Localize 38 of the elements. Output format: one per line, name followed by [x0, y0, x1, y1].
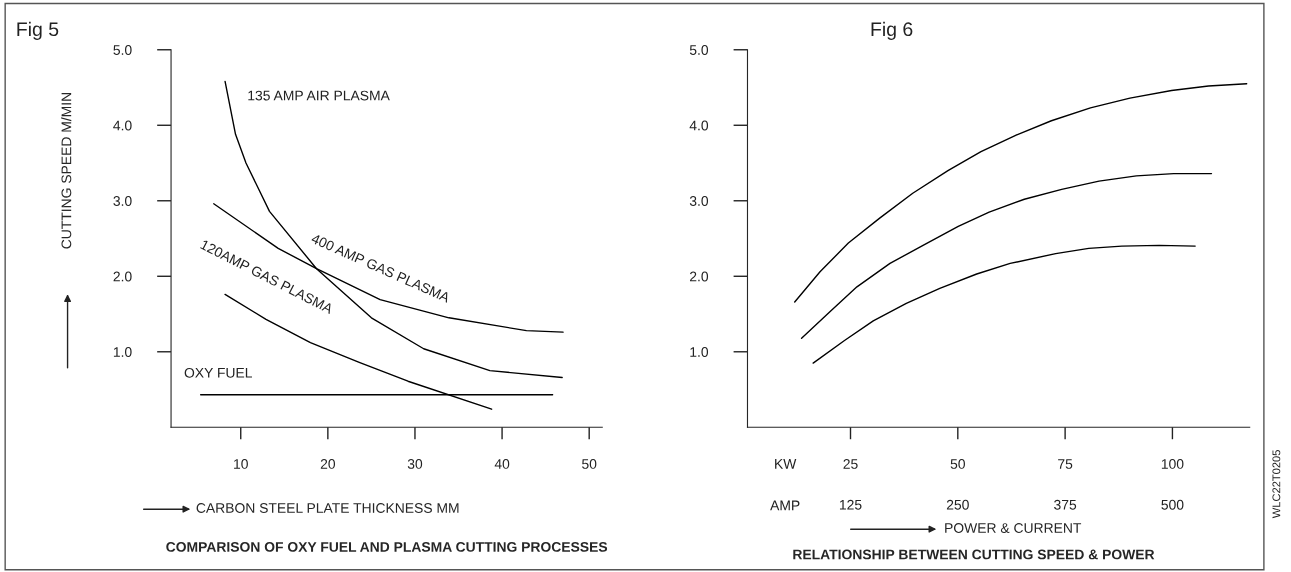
y-tick-label: 1.0: [113, 347, 132, 357]
x-axis-title: POWER & CURRENT: [945, 523, 1082, 533]
line-series: [794, 83, 1248, 303]
y-tick-label: 5.0: [689, 45, 709, 55]
text: COMPARISON OF OXY FUEL AND PLASMA CUTTING PROCESSES: [166, 541, 608, 552]
y-tick-label: 3.0: [113, 196, 132, 206]
y-tick-label: 3.0: [689, 196, 709, 206]
x-tick-label: 100: [1161, 459, 1184, 469]
line-series: [800, 172, 1213, 339]
y-tick-label: 5.0: [113, 45, 132, 55]
x2-tick-label: 250: [946, 499, 969, 510]
x-tick-label: 30: [407, 459, 423, 469]
y-tick-label: 4.0: [113, 120, 132, 131]
series-label: OXY FUEL: [184, 367, 252, 378]
text: RELATIONSHIP BETWEEN CUTTING SPEED & POWER: [793, 549, 1155, 560]
x-tick-label: 50: [950, 459, 965, 469]
x-tick-label: 25: [843, 459, 858, 469]
x2-tick-label: 375: [1054, 499, 1077, 510]
x-axis-title: CARBON STEEL PLATE THICKNESS MM: [196, 503, 459, 513]
text: KW: [775, 459, 797, 469]
x2-tick-label: 125: [839, 499, 862, 510]
x-tick-label: 40: [494, 459, 510, 469]
x-tick-label: 10: [234, 459, 248, 469]
y-tick-label: 1.0: [690, 347, 709, 357]
caption: Fig 5: [17, 21, 59, 40]
y-axis-title: CUTTING SPEED M/MIN: [61, 93, 72, 249]
x-tick-label: 20: [320, 459, 336, 469]
x2-tick-label: 500: [1161, 499, 1184, 510]
y-tick-label: 2.0: [113, 271, 132, 282]
caption: Fig 6: [871, 21, 913, 40]
line-series: [812, 244, 1196, 364]
x-tick-label: 50: [582, 459, 597, 469]
y-tick-label: 2.0: [689, 271, 709, 282]
text: AMP: [770, 500, 800, 511]
series-label: 135 AMP AIR PLASMA: [248, 90, 390, 101]
y-tick-label: 4.0: [689, 120, 709, 131]
x-tick-label: 75: [1058, 459, 1073, 469]
text: WLC22T0205: [1272, 450, 1281, 519]
